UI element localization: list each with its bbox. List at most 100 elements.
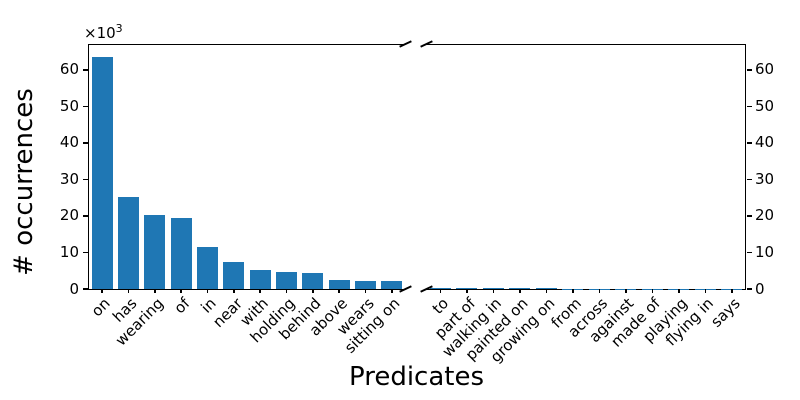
y-tick-label: 60 xyxy=(755,60,775,79)
y-tick-mark xyxy=(82,178,88,181)
bar-slot: against xyxy=(586,45,640,346)
bar-in xyxy=(196,247,218,289)
y-tick-mark xyxy=(746,178,752,181)
bar-on xyxy=(91,57,113,289)
bar-holding xyxy=(275,272,297,289)
y-tick-label: 0 xyxy=(69,279,79,298)
bar-slot: says xyxy=(707,45,746,331)
x-tick-mark xyxy=(206,289,209,293)
y-tick-mark xyxy=(82,288,88,290)
bar-slot: part of xyxy=(431,45,481,342)
x-tick-mark xyxy=(127,289,130,293)
bar-slot: to xyxy=(427,45,454,318)
axis-break-mark xyxy=(399,40,412,48)
bar-with xyxy=(249,269,271,289)
bar-slot: has xyxy=(109,45,141,326)
bar-slot: across xyxy=(565,45,613,341)
y-tick-label: 50 xyxy=(59,96,79,115)
x-tick-mark xyxy=(180,289,182,293)
x-tick-label: on xyxy=(88,294,115,321)
y-tick-label: 20 xyxy=(59,206,79,225)
bar-growing-on xyxy=(535,288,557,289)
bar-slot: playing xyxy=(639,45,693,346)
x-tick-mark xyxy=(598,289,600,293)
y-tick-mark xyxy=(746,105,752,108)
bar-to xyxy=(429,288,451,289)
x-tick-mark xyxy=(439,289,441,293)
bar-slot: walking in xyxy=(439,45,507,361)
bar-behind xyxy=(302,272,324,289)
bar-of xyxy=(170,218,192,289)
bars-area-right: to part of walking in painted on growing on f… xyxy=(427,45,746,366)
y-tick-mark xyxy=(82,215,88,217)
bar-slot: made of xyxy=(608,45,666,351)
bar-walking-in xyxy=(482,288,504,289)
y-tick-mark xyxy=(746,251,752,254)
y-axis-offset-text: ×103 xyxy=(84,22,123,42)
x-tick-mark xyxy=(492,289,494,293)
x-tick-mark xyxy=(731,289,733,293)
bar-slot: growing on xyxy=(487,45,560,366)
x-tick-mark xyxy=(101,289,103,293)
y-tick-label: 50 xyxy=(755,96,775,115)
offset-base: ×10 xyxy=(84,24,116,42)
axes-panel-right: to part of walking in painted on growing on f… xyxy=(420,40,774,366)
y-tick-mark xyxy=(746,142,752,144)
bar-slot: painted on xyxy=(462,45,534,364)
bar-has xyxy=(117,196,140,289)
y-tick-mark xyxy=(82,142,88,144)
x-tick-mark xyxy=(572,289,574,293)
x-tick-mark xyxy=(154,289,156,293)
bar-sitting-on xyxy=(381,280,403,289)
bar-slot: of xyxy=(168,45,194,317)
bar-above xyxy=(328,280,350,289)
x-tick-mark xyxy=(519,289,521,293)
bar-wearing xyxy=(144,215,166,289)
x-tick-label: says xyxy=(707,294,744,331)
bars-area-left: on has wearing of in near with holding behind abo… xyxy=(88,45,405,357)
y-tick-label: 10 xyxy=(755,242,775,261)
bar-slot: in xyxy=(194,45,220,317)
x-tick-mark xyxy=(704,289,706,293)
x-tick-mark xyxy=(259,289,261,293)
y-tick-mark xyxy=(82,251,88,254)
bar-slot: from xyxy=(547,45,587,332)
bar-slot: wearing xyxy=(112,45,168,349)
bar-slot: with xyxy=(237,45,273,330)
bar-slot: sitting on xyxy=(341,45,405,357)
x-tick-mark xyxy=(678,289,680,293)
bar-slot: holding xyxy=(246,45,299,346)
x-tick-mark xyxy=(545,289,547,293)
x-tick-label: of xyxy=(170,294,194,318)
bar-part-of xyxy=(456,288,478,289)
x-tick-mark xyxy=(312,289,314,293)
y-tick-label: 30 xyxy=(755,169,775,188)
bar-near xyxy=(223,261,245,289)
y-tick-mark xyxy=(82,69,88,71)
y-tick-mark xyxy=(82,105,88,108)
x-tick-mark xyxy=(338,289,340,293)
x-axis-label: Predicates xyxy=(348,362,485,392)
x-tick-mark xyxy=(651,289,653,293)
y-tick-label: 20 xyxy=(755,206,775,225)
y-tick-label: 40 xyxy=(59,133,79,152)
axis-break-mark xyxy=(420,285,433,293)
bar-slot: near xyxy=(209,45,247,331)
axes-panel-left: on has wearing of in near with holding behind abo… xyxy=(60,40,412,357)
x-tick-mark xyxy=(391,289,393,293)
offset-exponent: 3 xyxy=(115,22,123,35)
x-tick-mark xyxy=(625,289,627,293)
bar-slot: flying in xyxy=(662,45,719,349)
y-axis-label: # occurrences xyxy=(9,88,39,276)
y-tick-label: 30 xyxy=(59,169,79,188)
x-tick-mark xyxy=(285,289,288,293)
x-tick-mark xyxy=(233,289,235,293)
y-tick-label: 40 xyxy=(755,133,775,152)
y-tick-label: 60 xyxy=(59,60,79,79)
y-tick-mark xyxy=(746,288,752,290)
bar-slot: behind xyxy=(276,45,326,343)
y-tick-label: 0 xyxy=(755,279,765,298)
y-tick-mark xyxy=(746,69,752,71)
y-tick-mark xyxy=(746,215,752,217)
